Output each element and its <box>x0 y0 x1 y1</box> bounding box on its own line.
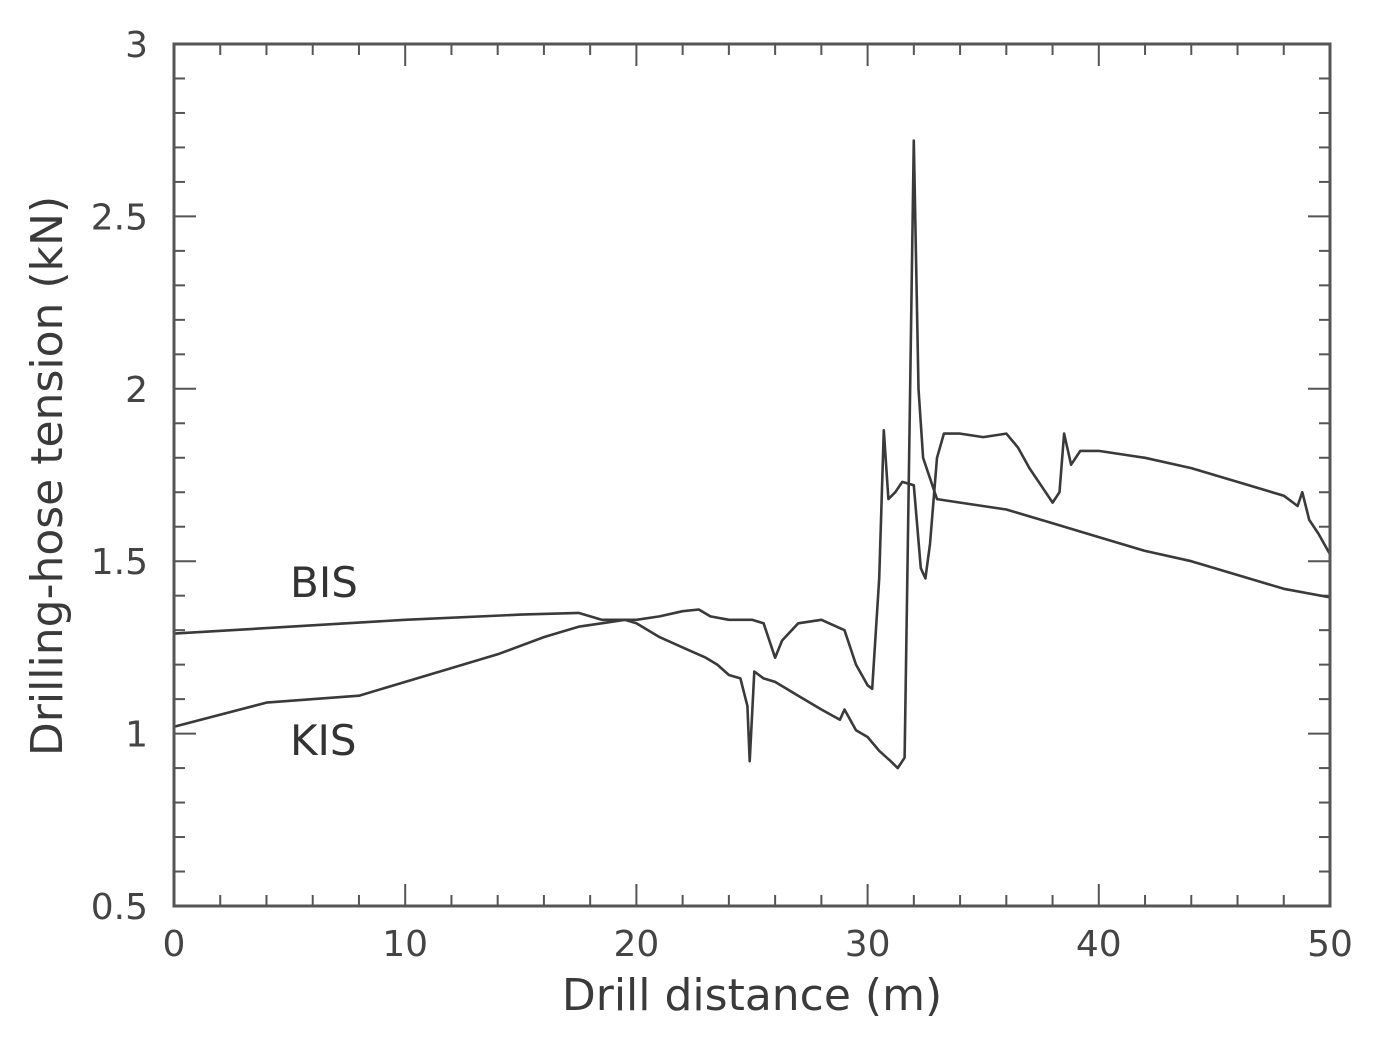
series-line-kis <box>173 139 1331 770</box>
x-tick-label: 30 <box>845 924 891 965</box>
axis-ticks <box>173 43 1331 907</box>
x-tick-label: 50 <box>1307 924 1353 965</box>
y-tick-label: 3 <box>125 25 148 66</box>
plot-frame <box>172 42 1332 908</box>
x-tick-label: 10 <box>382 924 428 965</box>
series-label-kis: KIS <box>290 716 357 765</box>
x-tick-label: 20 <box>613 924 659 965</box>
x-tick-label: 0 <box>163 924 186 965</box>
x-axis-label: Drill distance (m) <box>562 970 942 1021</box>
y-tick-label: 0.5 <box>91 887 148 928</box>
y-tick-label: 2 <box>125 370 148 411</box>
y-tick-label: 1.5 <box>91 542 148 583</box>
y-tick-label: 1 <box>125 715 148 756</box>
y-axis-label: Drilling-hose tension (kN) <box>22 196 73 756</box>
series-layer <box>173 139 1332 770</box>
x-tick-label: 40 <box>1076 924 1122 965</box>
series-label-bis: BIS <box>290 558 358 607</box>
y-tick-label: 2.5 <box>91 197 148 238</box>
tick-labels: 0 10 20 30 40 50 0.5 1 1.5 2 2.5 3 <box>91 25 1353 965</box>
